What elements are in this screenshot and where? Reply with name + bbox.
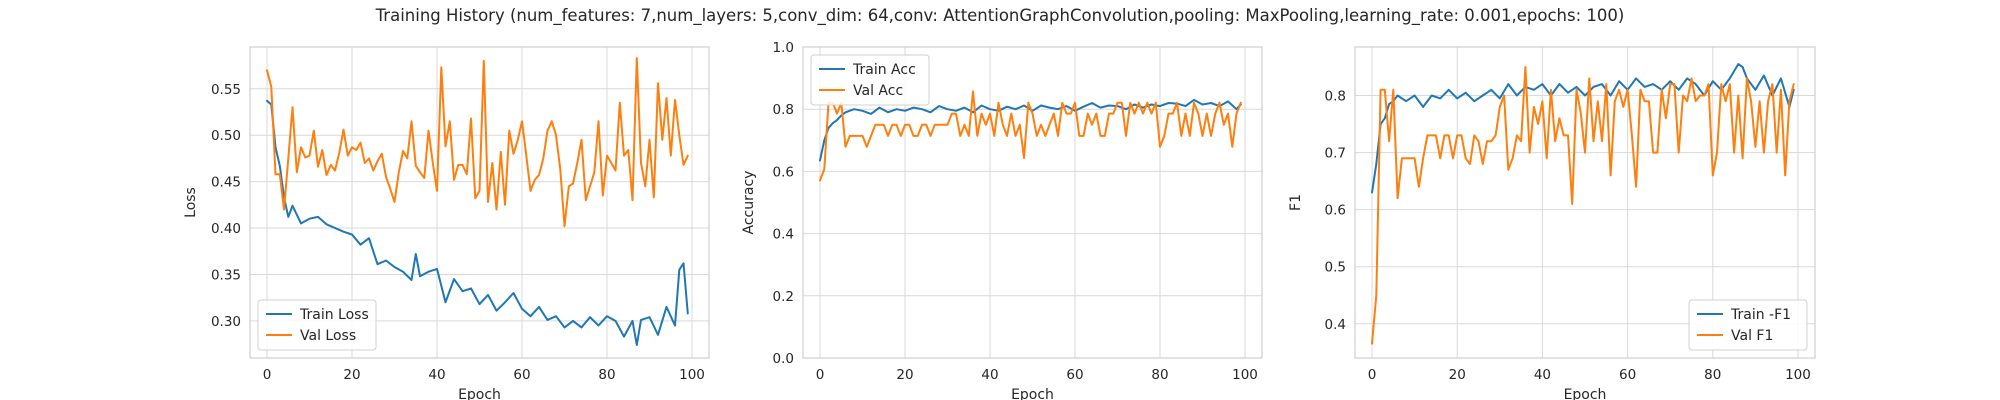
x-tick-label: 40 xyxy=(981,367,998,383)
y-tick-label: 0.8 xyxy=(1325,89,1346,105)
legend: Train Loss Val Loss xyxy=(257,299,377,351)
legend-label: Train Acc xyxy=(852,62,916,78)
y-tick-label: 0.40 xyxy=(211,221,241,237)
x-tick-label: 100 xyxy=(679,367,705,383)
y-axis-label: Loss xyxy=(183,187,199,218)
x-axis-label: Epoch xyxy=(1011,387,1054,400)
x-tick-label: 60 xyxy=(1066,367,1083,383)
x-tick-label: 40 xyxy=(428,367,445,383)
y-tick-label: 0.45 xyxy=(211,175,241,191)
x-tick-label: 100 xyxy=(1785,367,1811,383)
chart-loss: 0.30 0.35 0.40 0.45 0.50 0.55 0 20 40 60 80 100 Epoc… xyxy=(183,46,710,400)
x-tick-label: 20 xyxy=(343,367,360,383)
x-tick-label: 60 xyxy=(513,367,530,383)
plot-frame xyxy=(249,46,710,359)
legend-box xyxy=(810,54,930,106)
y-tick-label: 0.50 xyxy=(211,128,241,144)
y-tick-label: 0.7 xyxy=(1325,146,1346,162)
legend-label: Val Loss xyxy=(300,328,356,344)
y-tick-label: 0.55 xyxy=(211,82,241,98)
y-tick-label: 0.4 xyxy=(1325,317,1346,333)
y-axis-label: F1 xyxy=(1288,194,1304,211)
series-line-val xyxy=(1371,66,1795,345)
y-axis-label: Accuracy xyxy=(741,171,757,235)
x-tick-label: 100 xyxy=(1232,367,1258,383)
y-tick-label: 0.35 xyxy=(211,267,241,283)
y-tick-label: 0.4 xyxy=(773,227,794,243)
legend-box xyxy=(257,299,377,351)
series-line-val xyxy=(819,90,1242,182)
x-tick-label: 80 xyxy=(1704,367,1721,383)
legend: Train Acc Val Acc xyxy=(810,54,930,106)
x-tick-label: 0 xyxy=(816,367,825,383)
x-axis-label: Epoch xyxy=(458,387,501,400)
legend-label: Train Loss xyxy=(299,307,369,323)
y-tick-label: 0.6 xyxy=(773,164,794,180)
y-tick-label: 0.8 xyxy=(773,102,794,118)
y-tick-label: 0.5 xyxy=(1325,260,1346,276)
x-tick-label: 80 xyxy=(598,367,615,383)
series-line-train xyxy=(1371,63,1795,194)
plot-frame xyxy=(802,46,1263,359)
y-tick-label: 0.2 xyxy=(773,289,794,305)
chart-f1: 0.4 0.5 0.6 0.7 0.8 0 20 40 60 80 100 Epoch F1 Train … xyxy=(1288,46,1816,400)
legend-label: Train -F1 xyxy=(1730,307,1791,323)
series-line-train xyxy=(266,99,689,346)
series-line-val xyxy=(266,57,689,228)
y-tick-label: 0.30 xyxy=(211,314,241,330)
charts-container: 0.300.350.400.450.500.550 20 40 60 80 100Epoc… xyxy=(183,40,1816,400)
series-line-train xyxy=(819,98,1242,162)
x-tick-label: 80 xyxy=(1151,367,1168,383)
chart-accuracy: 0.0 0.2 0.4 0.6 0.8 1.0 0 20 40 60 80 100 Epoch Accur… xyxy=(741,40,1263,400)
y-tick-label: 1.0 xyxy=(773,40,794,56)
x-tick-label: 0 xyxy=(1368,367,1377,383)
x-tick-label: 20 xyxy=(1449,367,1466,383)
legend-box xyxy=(1688,299,1808,351)
x-axis-label: Epoch xyxy=(1564,387,1607,400)
legend: Train -F1 Val F1 xyxy=(1688,299,1808,351)
plot-frame xyxy=(1354,46,1816,359)
x-tick-label: 0 xyxy=(263,367,272,383)
y-tick-label: 0.6 xyxy=(1325,203,1346,219)
x-tick-label: 20 xyxy=(896,367,913,383)
x-tick-label: 40 xyxy=(1534,367,1551,383)
x-tick-label: 60 xyxy=(1619,367,1636,383)
y-tick-label: 0.0 xyxy=(773,351,794,367)
legend-label: Val F1 xyxy=(1731,328,1773,344)
legend-label: Val Acc xyxy=(853,83,903,99)
figure-suptitle: Training History (num_features: 7,num_la… xyxy=(375,6,1625,26)
